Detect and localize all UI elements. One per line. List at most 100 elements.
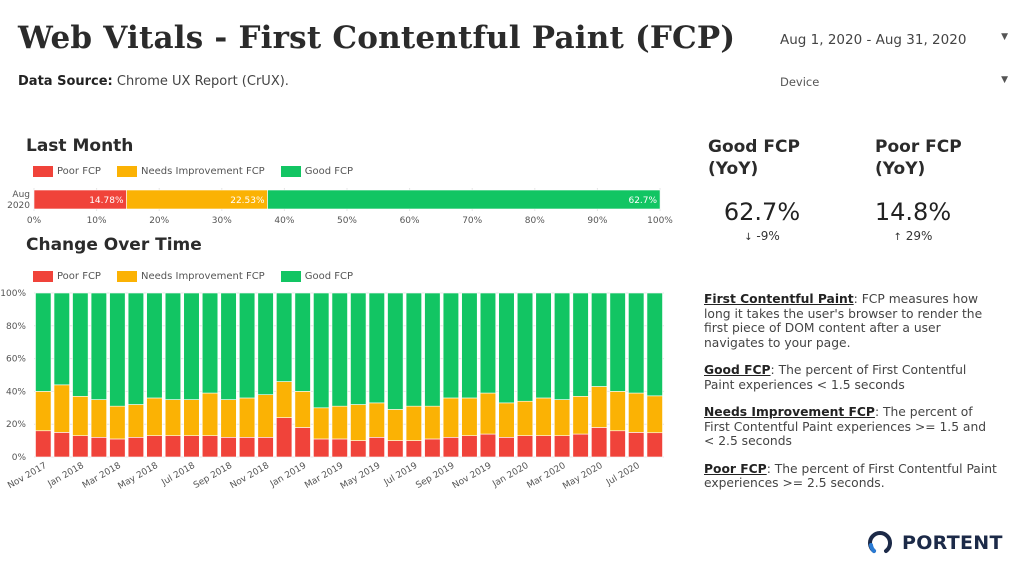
definition-poor-text: : The percent of First Contentful Paint … xyxy=(704,461,997,491)
v-bar-good xyxy=(479,292,497,394)
v-bar-needs xyxy=(591,386,608,428)
h-tick-label: 20% xyxy=(149,216,169,226)
v-x-tick-label: Sep 2019 xyxy=(414,461,456,491)
v-bar-good xyxy=(405,292,422,407)
definition-poor: Poor FCP: The percent of First Contentfu… xyxy=(704,462,1000,491)
v-bar-needs xyxy=(276,381,293,418)
v-bar-good xyxy=(461,292,478,399)
definition-good-term: Good FCP xyxy=(704,363,771,377)
v-bar-needs xyxy=(554,399,571,436)
date-range-selector[interactable]: Aug 1, 2020 - Aug 31, 2020 ▼ xyxy=(780,32,1010,48)
v-bar-good xyxy=(276,292,293,382)
v-bar-needs xyxy=(609,391,626,432)
v-bar-needs xyxy=(368,402,385,438)
legend-swatch-poor xyxy=(33,165,53,177)
v-bar-poor xyxy=(146,435,163,458)
v-bar-good xyxy=(127,292,144,405)
h-bar-label-needs: 22.53% xyxy=(230,196,265,206)
kpi-good-title: Good FCP (YoY) xyxy=(708,136,800,180)
definition-fcp-text: : FCP measures how long it takes the use… xyxy=(704,292,983,350)
h-tick-label: 30% xyxy=(212,216,232,226)
kpi-good-title-line1: Good FCP xyxy=(708,137,800,157)
v-x-tick-label: Mar 2020 xyxy=(526,461,568,491)
v-bar-poor xyxy=(164,435,182,458)
v-bar-needs xyxy=(387,409,404,441)
v-tick-label: 40% xyxy=(6,387,26,397)
definition-fcp: First Contentful Paint: FCP measures how… xyxy=(704,292,1000,350)
v-x-tick-label: Jan 2018 xyxy=(46,461,86,490)
last-month-title: Last Month xyxy=(26,136,134,156)
v-bar-poor xyxy=(646,432,663,458)
v-x-tick-label: Mar 2018 xyxy=(81,461,123,491)
v-tick-label: 60% xyxy=(6,355,26,365)
v-bar-poor xyxy=(294,427,311,458)
v-bar-good xyxy=(646,292,663,397)
v-bar-poor xyxy=(609,430,626,458)
v-bar-needs xyxy=(498,402,515,438)
v-bar-good xyxy=(313,292,330,409)
v-x-tick-label: May 2019 xyxy=(339,461,383,492)
h-bar-label-good: 62.7% xyxy=(628,196,657,206)
kpi-good-delta-value: -9% xyxy=(756,229,780,243)
v-tick-label: 100% xyxy=(0,289,26,299)
data-source: Data Source: Chrome UX Report (CrUX). xyxy=(18,74,289,89)
kpi-poor-title: Poor FCP (YoY) xyxy=(875,136,962,180)
v-bar-poor xyxy=(201,435,219,458)
v-bar-poor xyxy=(461,435,478,458)
v-bar-good xyxy=(109,292,126,407)
device-value: Device xyxy=(780,75,820,89)
v-bar-good xyxy=(164,292,182,400)
v-bar-poor xyxy=(350,440,367,458)
v-x-tick-label: Jul 2018 xyxy=(159,461,197,489)
h-tick-label: 10% xyxy=(87,216,107,226)
v-bar-needs xyxy=(90,399,107,438)
legend-item-good: Good FCP xyxy=(280,270,353,282)
v-bar-good xyxy=(387,292,404,410)
data-source-value: Chrome UX Report (CrUX). xyxy=(116,74,289,89)
definitions-panel: First Contentful Paint: FCP measures how… xyxy=(704,292,1000,504)
v-bar-needs xyxy=(239,397,256,438)
definition-needs: Needs Improvement FCP: The percent of Fi… xyxy=(704,405,1000,449)
v-bar-poor xyxy=(109,438,126,458)
v-bar-poor xyxy=(424,438,441,458)
portent-logo-text: PORTENT xyxy=(902,532,1003,554)
v-bar-good xyxy=(183,292,200,400)
legend-item-poor: Poor FCP xyxy=(33,165,101,177)
v-bar-good xyxy=(35,292,52,392)
v-bar-good xyxy=(220,292,237,400)
legend-label-poor: Poor FCP xyxy=(57,270,101,282)
caret-down-icon: ▼ xyxy=(1001,75,1008,85)
h-tick-label: 70% xyxy=(462,216,482,226)
h-tick-label: 50% xyxy=(337,216,357,226)
kpi-poor-value: 14.8% xyxy=(874,198,952,226)
v-bar-good xyxy=(350,292,367,405)
device-selector[interactable]: Device ▼ xyxy=(780,75,1010,89)
legend-label-needs: Needs Improvement FCP xyxy=(140,165,265,177)
v-x-tick-label: Nov 2019 xyxy=(451,461,494,491)
v-x-tick-label: May 2018 xyxy=(117,461,161,492)
v-bar-needs xyxy=(331,405,348,440)
h-tick-label: 100% xyxy=(647,216,673,226)
v-bar-poor xyxy=(591,427,608,458)
v-bar-good xyxy=(572,292,589,397)
h-tick-label: 40% xyxy=(274,216,294,226)
v-bar-poor xyxy=(313,438,330,458)
h-tick-label: 60% xyxy=(400,216,420,226)
arrow-up-icon: ↑ xyxy=(893,232,902,243)
v-bar-poor xyxy=(554,435,571,458)
h-bar-good xyxy=(267,189,661,210)
legend-swatch-good xyxy=(280,165,301,177)
v-bar-good xyxy=(90,292,107,400)
v-bar-poor xyxy=(628,432,645,458)
v-bar-needs xyxy=(572,396,589,435)
v-tick-label: 0% xyxy=(12,453,27,463)
legend-swatch-needs xyxy=(116,270,137,282)
v-bar-poor xyxy=(220,437,237,458)
v-bar-poor xyxy=(72,435,89,458)
v-bar-good xyxy=(535,292,552,399)
v-bar-good xyxy=(146,292,163,399)
v-bar-poor xyxy=(257,437,274,458)
arrow-down-icon: ↓ xyxy=(744,232,753,243)
definition-good-text: : The percent of First Contentful Paint … xyxy=(704,363,967,392)
